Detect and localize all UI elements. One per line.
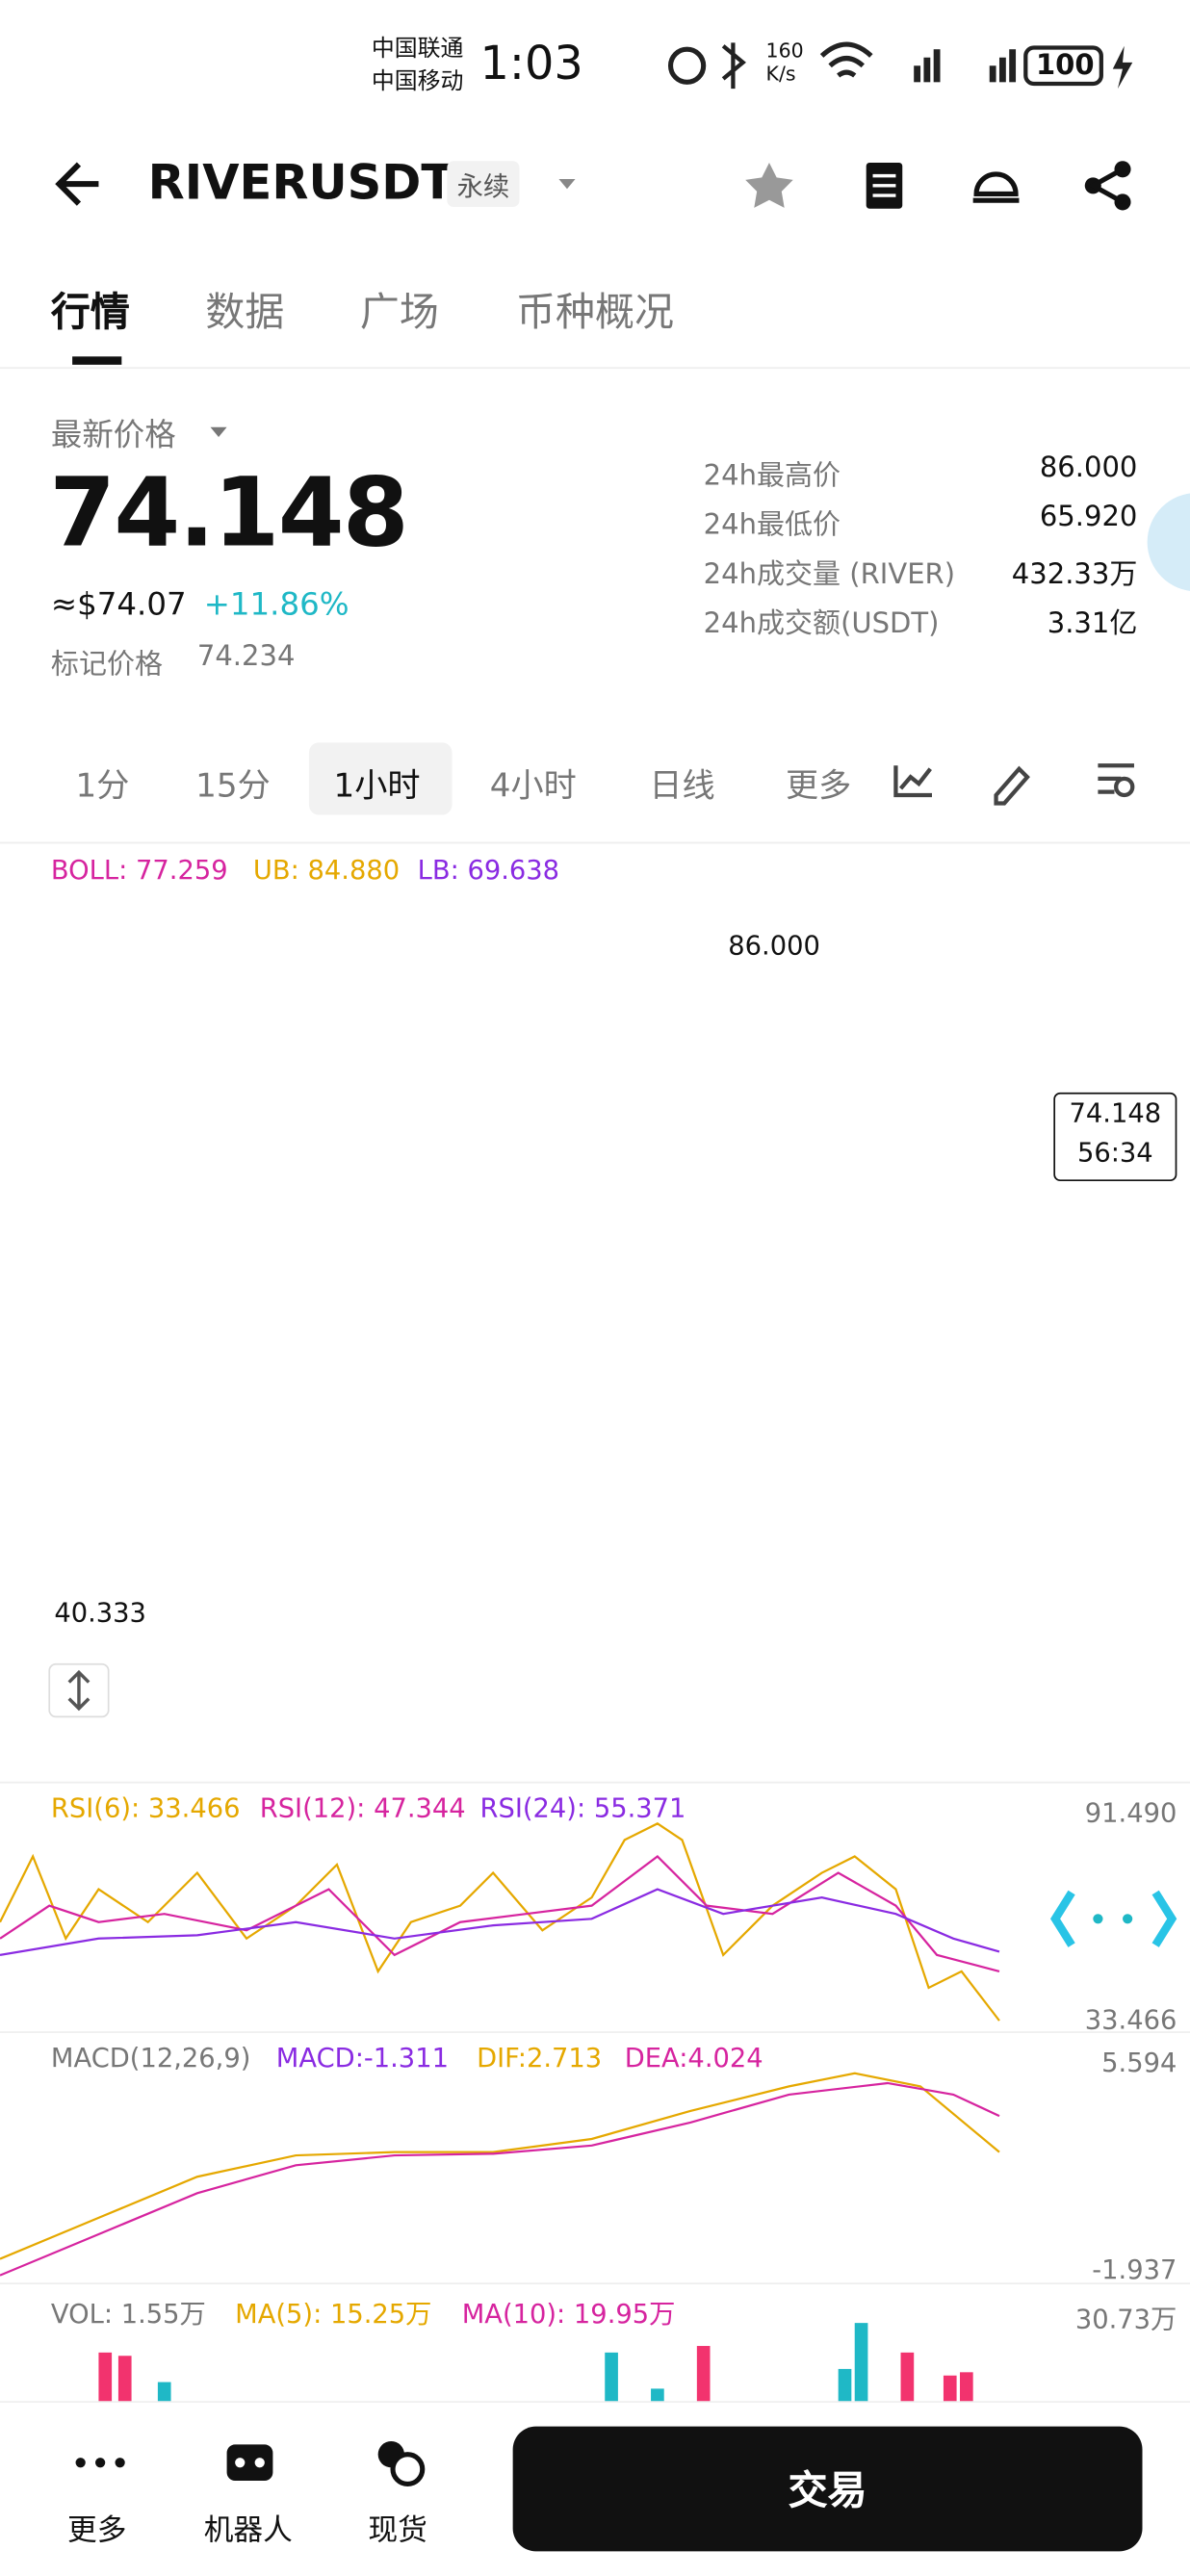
interval[interactable]: 更多 xyxy=(786,765,852,806)
tab[interactable]: 币种概况 xyxy=(516,289,674,336)
symbol: RIVERUSDT xyxy=(147,154,454,211)
resize-icon xyxy=(67,1669,91,1712)
macd-name: MACD(12,26,9) xyxy=(50,2042,251,2074)
mark-price: 74.234 xyxy=(196,640,296,674)
trade-button[interactable] xyxy=(512,2426,1143,2552)
rsi24-line xyxy=(0,1888,1000,1956)
macd-value: MACD:-1.311 xyxy=(275,2042,449,2074)
dea-line xyxy=(0,2081,1000,2277)
rsi24: RSI(24): 55.371 xyxy=(479,1791,686,1824)
low-label: 40.333 xyxy=(54,1596,146,1629)
tab[interactable]: 行情 xyxy=(50,289,130,336)
tab-indicator xyxy=(72,356,122,365)
net-speed: 160 xyxy=(765,39,804,63)
alert-icon[interactable] xyxy=(972,171,1020,203)
tab[interactable]: 广场 xyxy=(359,289,439,336)
countdown: 56:34 xyxy=(1076,1136,1153,1169)
dea-value: DEA:4.024 xyxy=(624,2042,763,2074)
price-label: 最新价格 xyxy=(50,417,176,454)
last-price-box: 74.148 56:34 xyxy=(1053,1092,1177,1182)
stat-value: 65.920 xyxy=(1039,501,1138,534)
stat-label: 24h最高价 xyxy=(703,459,841,493)
stat-label: 24h成交额(USDT) xyxy=(703,607,940,641)
price-dropdown[interactable] xyxy=(210,426,227,437)
interval[interactable]: 15分 xyxy=(195,765,271,806)
interval-selected xyxy=(308,742,453,815)
mark-label: 标记价格 xyxy=(50,649,164,683)
nav-label[interactable]: 更多 xyxy=(66,2513,127,2548)
share-icon[interactable] xyxy=(1084,161,1131,211)
interval[interactable]: 4小时 xyxy=(489,765,577,806)
stat-label: 24h最低价 xyxy=(703,509,841,543)
vol-top: 30.73万 xyxy=(1074,2303,1177,2335)
back-icon[interactable] xyxy=(55,162,99,206)
carrier: 中国联通 xyxy=(371,36,464,63)
macd-top: 5.594 xyxy=(1101,2047,1177,2078)
stat-value: 432.33万 xyxy=(1011,558,1138,592)
clock: 1:03 xyxy=(479,36,583,90)
lb-label: LB: 69.638 xyxy=(417,854,560,886)
interval[interactable]: 日线 xyxy=(649,765,715,806)
cyan-logo xyxy=(1049,1890,1177,1947)
contract-tag: 永续 xyxy=(447,161,520,208)
nav-label[interactable]: 机器人 xyxy=(203,2513,293,2548)
rsi-bottom: 33.466 xyxy=(1084,2004,1177,2036)
status-icons xyxy=(667,41,1133,90)
rsi-top: 91.490 xyxy=(1084,1797,1177,1829)
battery: 100 xyxy=(1035,49,1095,83)
rsi12-line xyxy=(0,1854,1000,1972)
interval[interactable]: 1分 xyxy=(75,765,130,806)
float-bubble[interactable] xyxy=(1147,493,1190,591)
usd-price: ≈$74.07 xyxy=(50,586,187,623)
vol-ma10: MA(10): 19.95万 xyxy=(461,2298,676,2330)
boll-label: BOLL: 77.259 xyxy=(50,854,228,886)
star-icon[interactable] xyxy=(745,162,793,208)
vol-bars xyxy=(98,2323,973,2403)
vol: VOL: 1.55万 xyxy=(50,2298,206,2330)
tool-icons[interactable] xyxy=(893,763,1135,806)
interval[interactable]: 1小时 xyxy=(333,765,421,806)
carrier: 中国移动 xyxy=(371,68,464,95)
price-change: +11.86% xyxy=(203,586,349,623)
ub-label: UB: 84.880 xyxy=(252,854,401,886)
stat-value: 3.31亿 xyxy=(1047,607,1138,641)
last-price-tag: 74.148 xyxy=(1069,1097,1162,1129)
macd-bottom: -1.937 xyxy=(1092,2254,1177,2285)
net-speed: K/s xyxy=(765,62,796,86)
doc-lines xyxy=(872,173,896,197)
dif-line xyxy=(0,2072,1000,2260)
high-label: 86.000 xyxy=(728,929,820,962)
rsi12: RSI(12): 47.344 xyxy=(259,1791,466,1824)
last-price: 74.148 xyxy=(49,456,409,569)
dropdown-icon[interactable] xyxy=(558,179,576,190)
rsi6: RSI(6): 33.466 xyxy=(50,1791,241,1824)
trade-label[interactable]: 交易 xyxy=(788,2467,867,2514)
nav-label[interactable]: 现货 xyxy=(368,2513,427,2548)
nav-icons[interactable] xyxy=(75,2441,426,2486)
tab[interactable]: 数据 xyxy=(205,289,285,336)
vol-ma5: MA(5): 15.25万 xyxy=(235,2298,432,2330)
rsi6-line xyxy=(0,1822,1000,2022)
stat-value: 86.000 xyxy=(1039,451,1138,485)
stat-label: 24h成交量 (RIVER) xyxy=(703,558,956,592)
dif-value: DIF:2.713 xyxy=(477,2042,603,2074)
